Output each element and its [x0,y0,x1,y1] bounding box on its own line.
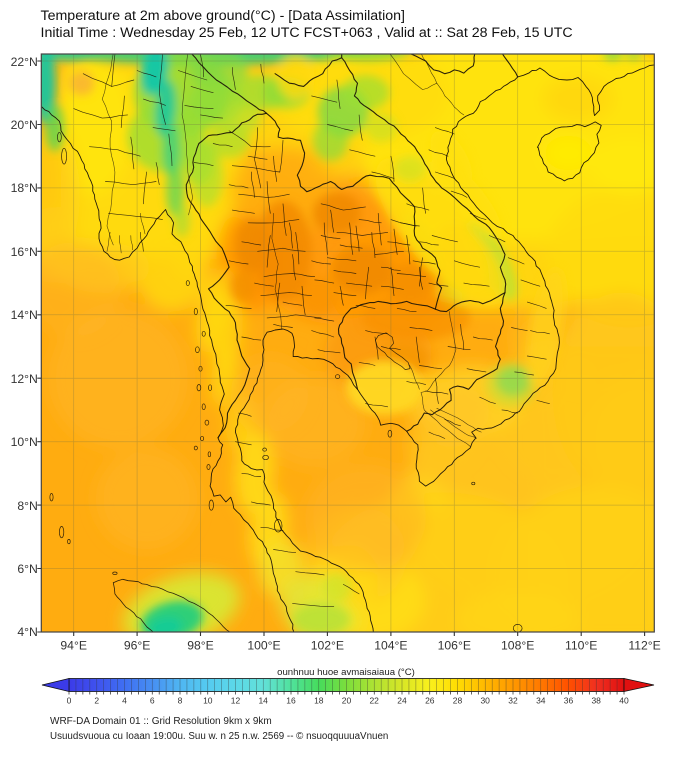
svg-text:8°N: 8°N [17,499,37,513]
svg-text:24: 24 [397,696,407,706]
svg-text:94°E: 94°E [60,639,87,653]
svg-text:18°N: 18°N [11,181,38,195]
svg-text:16: 16 [286,696,296,706]
svg-text:108°E: 108°E [501,639,534,653]
svg-text:16°N: 16°N [11,245,38,259]
svg-text:12°N: 12°N [11,372,38,386]
svg-text:32: 32 [508,696,518,706]
svg-text:4°N: 4°N [17,625,37,639]
svg-text:14°N: 14°N [11,308,38,322]
svg-text:Usuudsvuoua cu Ioaan 19:00u. S: Usuudsvuoua cu Ioaan 19:00u. Suu w. n 25… [50,731,388,742]
svg-text:20: 20 [342,696,352,706]
svg-text:6: 6 [150,696,155,706]
svg-text:36: 36 [564,696,574,706]
svg-text:26: 26 [425,696,435,706]
svg-text:106°E: 106°E [438,639,471,653]
svg-text:10: 10 [203,696,213,706]
svg-text:WRF-DA Domain 01 :: Grid Resol: WRF-DA Domain 01 :: Grid Resolution 9km … [50,716,272,727]
svg-text:6°N: 6°N [17,562,37,576]
svg-text:2: 2 [94,696,99,706]
svg-text:10°N: 10°N [11,435,38,449]
svg-text:104°E: 104°E [374,639,407,653]
svg-text:98°E: 98°E [187,639,214,653]
svg-text:Initial Time : Wednesday 25 Fe: Initial Time : Wednesday 25 Feb, 12 UTC … [41,25,573,41]
svg-text:28: 28 [453,696,463,706]
svg-text:14: 14 [258,696,268,706]
svg-text:4: 4 [122,696,127,706]
svg-text:112°E: 112°E [628,639,660,653]
svg-text:40: 40 [619,696,629,706]
svg-text:8: 8 [178,696,183,706]
svg-text:ounhnuu huoe avmaisaiaua (°C): ounhnuu huoe avmaisaiaua (°C) [277,667,415,678]
svg-text:0: 0 [67,696,72,706]
svg-text:22: 22 [369,696,379,706]
svg-text:12: 12 [231,696,241,706]
svg-text:30: 30 [480,696,490,706]
svg-text:20°N: 20°N [11,118,38,132]
svg-text:34: 34 [536,696,546,706]
svg-text:102°E: 102°E [311,639,344,653]
svg-text:18: 18 [314,696,324,706]
svg-text:22°N: 22°N [11,55,38,69]
svg-text:38: 38 [591,696,601,706]
svg-text:110°E: 110°E [565,639,597,653]
svg-text:96°E: 96°E [124,639,151,653]
svg-text:100°E: 100°E [247,639,280,653]
svg-text:Temperature at 2m above ground: Temperature at 2m above ground(°C) - [Da… [41,8,405,24]
